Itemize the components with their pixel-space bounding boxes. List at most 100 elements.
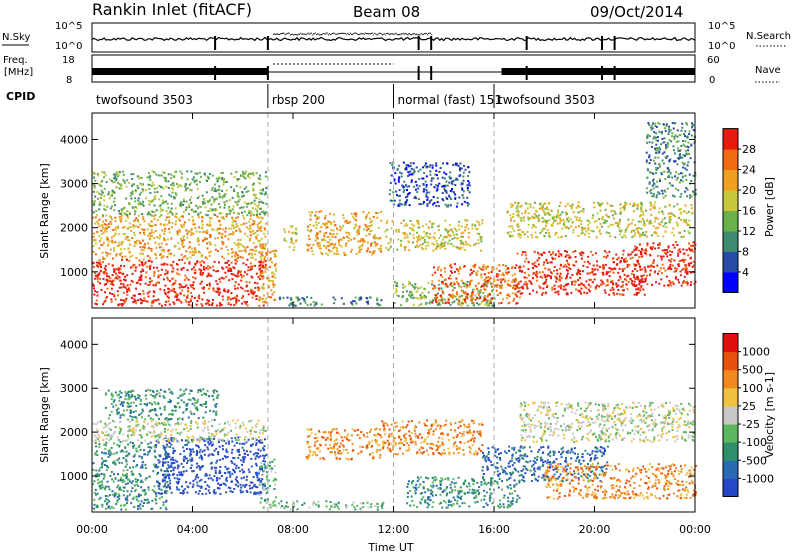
- range-cell: [165, 499, 168, 502]
- range-cell: [264, 260, 267, 263]
- range-cell: [367, 228, 370, 230]
- range-cell: [196, 238, 199, 241]
- range-cell: [431, 223, 434, 225]
- range-cell: [228, 270, 231, 272]
- range-cell: [658, 146, 661, 149]
- range-cell: [107, 263, 110, 266]
- range-cell: [213, 201, 215, 204]
- range-cell: [400, 175, 403, 178]
- range-cell: [544, 207, 547, 210]
- range-cell: [269, 259, 272, 262]
- range-cell: [690, 244, 693, 247]
- range-cell: [130, 502, 133, 505]
- range-cell: [550, 224, 553, 227]
- range-cell: [210, 209, 213, 212]
- range-cell: [658, 270, 661, 273]
- range-cell: [306, 228, 309, 231]
- range-cell: [103, 272, 106, 275]
- range-cell: [611, 280, 614, 282]
- range-cell: [476, 228, 479, 231]
- range-cell: [226, 213, 229, 216]
- range-cell: [192, 254, 195, 256]
- range-cell: [187, 278, 190, 281]
- range-cell: [642, 288, 645, 291]
- range-cell: [674, 160, 677, 163]
- range-cell: [462, 179, 465, 182]
- range-cell: [98, 235, 101, 238]
- range-cell: [208, 173, 211, 175]
- range-cell: [289, 225, 292, 228]
- range-cell: [441, 185, 444, 188]
- range-cell: [659, 267, 662, 270]
- range-cell: [260, 243, 263, 246]
- range-cell: [163, 176, 166, 179]
- range-cell: [681, 161, 684, 164]
- range-cell: [539, 202, 542, 205]
- range-cell: [528, 203, 531, 206]
- range-cell: [668, 170, 671, 173]
- range-cell: [111, 490, 114, 493]
- range-cell: [380, 210, 383, 213]
- range-cell: [641, 211, 644, 213]
- range-cell: [103, 223, 106, 226]
- range-cell: [611, 204, 614, 207]
- range-cell: [246, 258, 249, 261]
- range-cell: [396, 248, 399, 251]
- range-cell: [260, 200, 263, 203]
- range-cell: [148, 475, 151, 478]
- range-cell: [633, 249, 636, 252]
- range-cell: [147, 443, 150, 445]
- range-cell: [180, 243, 183, 246]
- range-cell: [241, 297, 244, 299]
- range-cell: [228, 212, 231, 215]
- range-cell: [153, 237, 156, 240]
- range-cell: [105, 296, 108, 299]
- range-cell: [95, 214, 98, 217]
- range-cell: [138, 276, 141, 279]
- range-cell: [680, 236, 683, 238]
- range-cell: [153, 211, 156, 214]
- range-cell: [211, 302, 214, 305]
- range-cell: [429, 300, 432, 303]
- range-cell: [314, 239, 317, 242]
- range-cell: [224, 261, 227, 264]
- range-cell: [242, 295, 245, 298]
- range-cell: [105, 181, 108, 184]
- range-cell: [117, 226, 119, 229]
- range-cell: [189, 188, 192, 191]
- range-cell: [95, 445, 98, 448]
- range-cell: [306, 249, 309, 252]
- range-cell: [262, 275, 265, 278]
- range-cell: [162, 255, 165, 258]
- range-cell: [516, 285, 519, 288]
- range-cell: [413, 224, 416, 227]
- range-cell: [143, 233, 146, 236]
- range-cell: [668, 139, 671, 142]
- range-cell: [555, 280, 558, 283]
- range-cell: [563, 285, 566, 288]
- range-cell: [560, 254, 563, 257]
- range-cell: [655, 169, 658, 171]
- range-cell: [580, 223, 582, 225]
- range-cell: [130, 482, 133, 485]
- colorbar-segment: [723, 271, 738, 293]
- range-cell: [673, 270, 676, 273]
- range-cell: [103, 199, 106, 202]
- range-cell: [414, 195, 417, 198]
- range-cell: [675, 221, 678, 224]
- range-cell: [273, 284, 276, 286]
- range-cell: [255, 245, 258, 248]
- range-cell: [191, 208, 194, 211]
- range-cell: [630, 231, 633, 234]
- range-cell: [422, 166, 425, 169]
- range-cell: [542, 282, 545, 285]
- range-cell: [685, 249, 688, 251]
- range-cell: [412, 285, 415, 288]
- range-cell: [623, 260, 626, 263]
- date-title: 09/Oct/2014: [590, 3, 683, 21]
- range-cell: [201, 220, 204, 223]
- range-cell: [219, 196, 221, 199]
- range-cell: [424, 162, 427, 165]
- range-cell: [554, 291, 557, 294]
- range-cell: [458, 285, 461, 288]
